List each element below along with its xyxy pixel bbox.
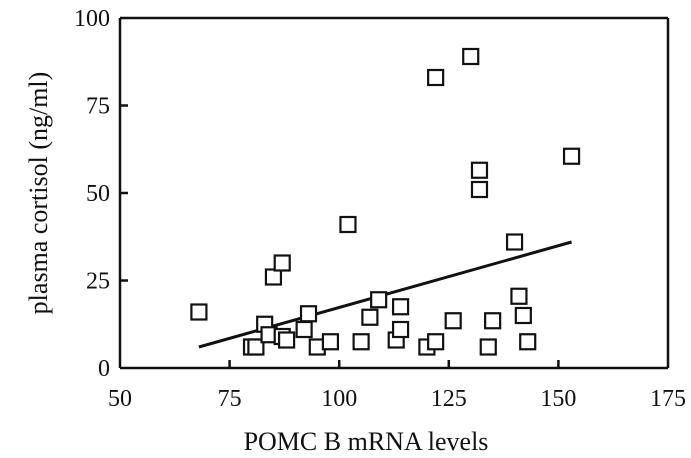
- data-point: [505, 233, 524, 251]
- data-point: [321, 333, 340, 351]
- data-point: [352, 333, 370, 351]
- x-axis-label: POMC B mRNA levels: [244, 427, 489, 456]
- data-point: [299, 305, 318, 323]
- data-point: [427, 68, 445, 87]
- data-point: [190, 303, 208, 321]
- y-tick-label: 0: [98, 356, 110, 382]
- data-point: [339, 215, 357, 234]
- data-point: [462, 47, 480, 66]
- data-point: [370, 291, 388, 309]
- y-axis-label: plasma cortisol (ng/ml): [24, 72, 53, 315]
- x-tick-label: 125: [431, 386, 467, 412]
- data-points: [190, 47, 581, 356]
- data-point: [391, 320, 410, 339]
- data-point: [484, 312, 502, 330]
- data-point: [479, 338, 497, 356]
- y-tick-label: 75: [86, 94, 110, 120]
- data-point: [264, 268, 283, 286]
- x-tick-label: 100: [321, 386, 357, 412]
- y-tick-label: 25: [86, 269, 110, 295]
- ticks: 50 75 100 125 150 175 0 25 50 75 100: [74, 6, 686, 412]
- data-point: [391, 298, 410, 316]
- data-point: [510, 287, 528, 305]
- data-point: [273, 254, 291, 272]
- data-point: [295, 320, 313, 339]
- x-tick-label: 50: [108, 386, 132, 412]
- x-tick-label: 150: [540, 386, 576, 412]
- data-point: [444, 312, 462, 330]
- y-tick-label: 100: [74, 6, 110, 32]
- data-point: [277, 331, 296, 349]
- data-point: [247, 338, 265, 356]
- data-point: [519, 333, 537, 351]
- data-point: [470, 180, 489, 199]
- x-tick-label: 75: [218, 386, 242, 412]
- data-point: [514, 306, 532, 325]
- data-point: [427, 333, 445, 351]
- data-point: [470, 161, 489, 179]
- x-tick-label: 175: [650, 386, 686, 412]
- y-tick-label: 50: [86, 181, 110, 207]
- data-point: [361, 308, 379, 326]
- data-point: [562, 147, 581, 165]
